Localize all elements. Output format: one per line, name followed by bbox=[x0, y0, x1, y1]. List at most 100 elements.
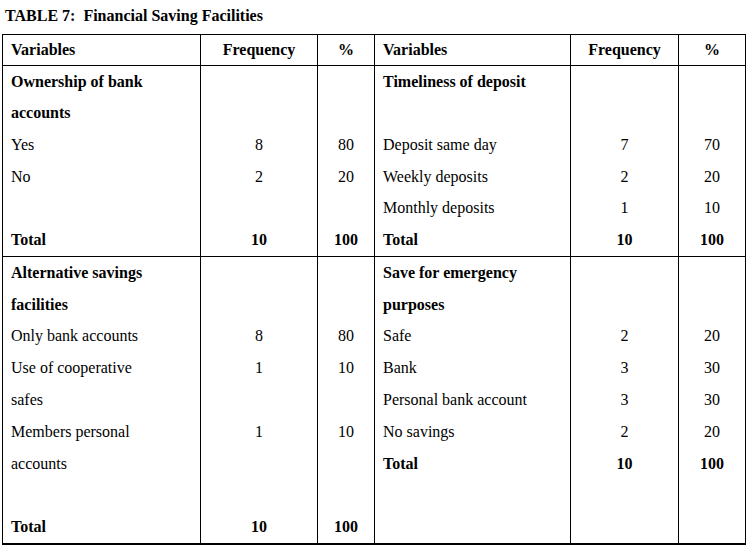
section1-left-percent-column: 80 20 100 bbox=[318, 66, 375, 256]
row-percent: 30 bbox=[679, 352, 745, 384]
section2-left-variables-column: Alternative savings facilities Only bank… bbox=[3, 257, 201, 543]
row-label: Members personal bbox=[3, 416, 200, 448]
row-percent: 20 bbox=[679, 321, 745, 353]
empty-line bbox=[3, 479, 200, 511]
empty-line bbox=[318, 98, 374, 130]
row-frequency: 2 bbox=[201, 161, 317, 193]
empty-line bbox=[571, 289, 678, 321]
section1-right-frequency-column: 7 2 1 10 bbox=[571, 66, 679, 256]
empty-line bbox=[375, 98, 570, 130]
empty-line bbox=[318, 193, 374, 225]
section1-right-variables-column: Timeliness of deposit Deposit same day W… bbox=[375, 66, 571, 256]
section2-left-percent-column: 80 10 10 100 bbox=[318, 257, 375, 543]
empty-line bbox=[571, 98, 678, 130]
row-label: purposes bbox=[375, 289, 570, 321]
empty-line bbox=[679, 98, 745, 130]
row-label: Safe bbox=[375, 321, 570, 353]
empty-line bbox=[318, 257, 374, 289]
row-label: accounts bbox=[3, 448, 200, 480]
empty-line bbox=[679, 511, 745, 543]
total-row-frequency: 10 bbox=[571, 448, 678, 480]
header-percent-left: % bbox=[318, 35, 375, 65]
empty-line bbox=[201, 448, 317, 480]
empty-line bbox=[375, 511, 570, 543]
empty-line bbox=[201, 257, 317, 289]
empty-line bbox=[375, 479, 570, 511]
row-label: safes bbox=[3, 384, 200, 416]
row-label: Personal bank account bbox=[375, 384, 570, 416]
total-row-percent: 100 bbox=[679, 224, 745, 256]
row-label: Save for emergency bbox=[375, 257, 570, 289]
empty-line bbox=[201, 289, 317, 321]
section2-right-variables-column: Save for emergency purposes Safe Bank Pe… bbox=[375, 257, 571, 543]
row-percent: 10 bbox=[679, 193, 745, 225]
total-row-label: Total bbox=[3, 224, 200, 256]
section1-left-frequency-column: 8 2 10 bbox=[201, 66, 318, 256]
empty-line bbox=[201, 193, 317, 225]
total-row-label: Total bbox=[3, 511, 200, 543]
empty-line bbox=[679, 289, 745, 321]
header-percent-right: % bbox=[679, 35, 745, 65]
total-row-label: Total bbox=[375, 224, 570, 256]
empty-line bbox=[201, 479, 317, 511]
empty-line bbox=[318, 66, 374, 98]
section1-right-percent-column: 70 20 10 100 bbox=[679, 66, 745, 256]
row-percent: 20 bbox=[318, 161, 374, 193]
row-frequency: 1 bbox=[201, 416, 317, 448]
total-row-label: Total bbox=[375, 448, 570, 480]
table-section-1: Ownership of bank accounts Yes No Total … bbox=[3, 66, 745, 257]
empty-line bbox=[3, 193, 200, 225]
empty-line bbox=[571, 511, 678, 543]
table-caption: TABLE 7: Financial Saving Facilities bbox=[5, 7, 746, 25]
header-variables-right: Variables bbox=[375, 35, 571, 65]
row-frequency: 8 bbox=[201, 129, 317, 161]
total-row-frequency: 10 bbox=[201, 224, 317, 256]
empty-line bbox=[318, 448, 374, 480]
row-percent: 80 bbox=[318, 129, 374, 161]
row-percent: 10 bbox=[318, 352, 374, 384]
section2-right-frequency-column: 2 3 3 2 10 bbox=[571, 257, 679, 543]
empty-line bbox=[571, 66, 678, 98]
empty-line bbox=[318, 384, 374, 416]
row-label: Yes bbox=[3, 129, 200, 161]
total-row-percent: 100 bbox=[318, 224, 374, 256]
empty-line bbox=[679, 479, 745, 511]
empty-line bbox=[201, 384, 317, 416]
row-frequency: 8 bbox=[201, 321, 317, 353]
empty-line bbox=[201, 98, 317, 130]
row-label: No bbox=[3, 161, 200, 193]
section1-left-variables-column: Ownership of bank accounts Yes No Total bbox=[3, 66, 201, 256]
header-variables-left: Variables bbox=[3, 35, 201, 65]
financial-saving-facilities-table: Variables Frequency % Variables Frequenc… bbox=[2, 34, 746, 545]
row-label: Monthly deposits bbox=[375, 193, 570, 225]
row-label: facilities bbox=[3, 289, 200, 321]
row-label: Bank bbox=[375, 352, 570, 384]
total-row-percent: 100 bbox=[679, 448, 745, 480]
row-frequency: 1 bbox=[201, 352, 317, 384]
row-frequency: 7 bbox=[571, 129, 678, 161]
row-label: accounts bbox=[3, 98, 200, 130]
row-label: Weekly deposits bbox=[375, 161, 570, 193]
section2-left-frequency-column: 8 1 1 10 bbox=[201, 257, 318, 543]
row-percent: 30 bbox=[679, 384, 745, 416]
table-section-2: Alternative savings facilities Only bank… bbox=[3, 257, 745, 543]
row-frequency: 2 bbox=[571, 416, 678, 448]
empty-line bbox=[679, 257, 745, 289]
section2-right-percent-column: 20 30 30 20 100 bbox=[679, 257, 745, 543]
empty-line bbox=[318, 289, 374, 321]
row-percent: 80 bbox=[318, 321, 374, 353]
header-frequency-left: Frequency bbox=[201, 35, 318, 65]
empty-line bbox=[571, 257, 678, 289]
total-row-frequency: 10 bbox=[201, 511, 317, 543]
row-label: Use of cooperative bbox=[3, 352, 200, 384]
empty-line bbox=[679, 66, 745, 98]
header-frequency-right: Frequency bbox=[571, 35, 679, 65]
empty-line bbox=[571, 479, 678, 511]
row-label: Deposit same day bbox=[375, 129, 570, 161]
row-percent: 70 bbox=[679, 129, 745, 161]
row-label: No savings bbox=[375, 416, 570, 448]
total-row-percent: 100 bbox=[318, 511, 374, 543]
empty-line bbox=[318, 479, 374, 511]
empty-line bbox=[201, 66, 317, 98]
row-label: Alternative savings bbox=[3, 257, 200, 289]
